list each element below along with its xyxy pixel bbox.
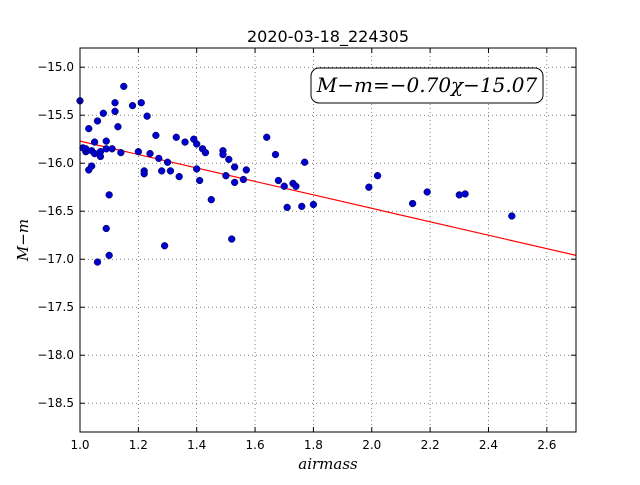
data-point	[114, 123, 122, 131]
data-point	[108, 145, 116, 153]
data-point	[93, 117, 102, 125]
x-tick-label: 2.0	[362, 438, 381, 452]
data-point	[172, 133, 180, 141]
data-point	[242, 166, 250, 174]
data-point	[423, 188, 431, 196]
y-tick-label: −17.0	[37, 252, 74, 266]
data-point	[195, 176, 204, 185]
data-point	[99, 109, 107, 117]
data-point	[274, 176, 283, 185]
data-point	[93, 258, 102, 266]
data-point	[228, 235, 236, 243]
x-tick-label: 1.4	[187, 438, 206, 452]
fit-line-layer	[79, 140, 577, 256]
plot-area-frame	[79, 47, 577, 433]
data-point	[85, 124, 93, 133]
data-point	[137, 99, 145, 107]
data-point	[301, 158, 309, 166]
data-point	[461, 190, 469, 198]
data-point	[155, 154, 163, 163]
data-point	[365, 183, 373, 191]
x-tick-label: 1.6	[246, 438, 265, 452]
data-point	[120, 82, 128, 91]
data-point	[143, 112, 151, 120]
data-point	[207, 196, 215, 204]
y-axis-label: M−m	[14, 219, 32, 262]
data-point	[271, 150, 280, 159]
data-point	[298, 202, 306, 211]
data-point	[160, 242, 169, 250]
data-point	[283, 203, 291, 212]
data-point	[90, 138, 99, 146]
data-point	[193, 140, 201, 148]
data-point	[146, 149, 154, 158]
grid-lines	[79, 48, 576, 432]
data-point	[181, 138, 189, 146]
data-point	[239, 175, 248, 184]
data-point	[117, 148, 125, 157]
y-tick-label: −17.5	[37, 300, 74, 314]
fit-line	[79, 140, 577, 256]
x-tick-label: 2.2	[421, 438, 440, 452]
data-point	[88, 162, 96, 170]
y-tick-label: −16.0	[37, 156, 74, 170]
data-point	[140, 170, 148, 178]
x-tick-label: 1.2	[129, 438, 148, 452]
data-point	[219, 150, 227, 159]
chart-title: 2020-03-18_224305	[247, 27, 409, 47]
y-tick-label: −15.0	[37, 60, 74, 74]
x-tick-label: 2.4	[479, 438, 498, 452]
x-tick-label: 1.8	[304, 438, 323, 452]
data-point	[309, 200, 318, 209]
y-tick-label: −16.5	[37, 204, 74, 218]
data-point	[193, 165, 201, 173]
data-point	[230, 178, 239, 187]
x-axis-label: airmass	[298, 455, 358, 473]
data-point	[222, 172, 230, 180]
data-point	[105, 251, 113, 260]
data-points	[76, 82, 516, 266]
fit-equation-text: M−m=−0.70χ−15.07	[316, 73, 538, 97]
data-point	[225, 155, 233, 164]
data-point	[163, 158, 172, 166]
data-point	[263, 133, 271, 141]
data-point	[105, 191, 113, 199]
data-point	[230, 163, 239, 171]
data-point	[280, 182, 288, 190]
data-point	[292, 182, 300, 190]
fit-equation-frame	[310, 67, 544, 104]
data-point	[408, 199, 417, 208]
fit-equation-box: M−m=−0.70χ−15.07	[310, 67, 544, 104]
data-point	[158, 167, 166, 175]
data-point	[134, 148, 143, 156]
data-point	[166, 167, 175, 175]
data-point	[175, 172, 183, 181]
data-point	[96, 148, 105, 156]
data-point	[111, 107, 119, 116]
data-point	[102, 137, 110, 145]
x-tick-label: 2.6	[537, 438, 556, 452]
axis-ticks: 1.0 1.2 1.4 1.6 1.8 2.0 2.2 2.4 2.6 −15.0 −15.5 −16…	[37, 48, 576, 452]
y-tick-label: −15.5	[37, 108, 74, 122]
data-point	[508, 212, 516, 220]
data-point	[111, 99, 119, 107]
data-point	[201, 148, 210, 157]
y-tick-label: −18.5	[37, 396, 74, 410]
data-point	[373, 172, 382, 180]
data-point	[128, 101, 137, 110]
y-tick-label: −18.0	[37, 348, 74, 362]
x-tick-label: 1.0	[70, 438, 89, 452]
data-point	[152, 131, 160, 140]
data-point	[102, 224, 110, 233]
